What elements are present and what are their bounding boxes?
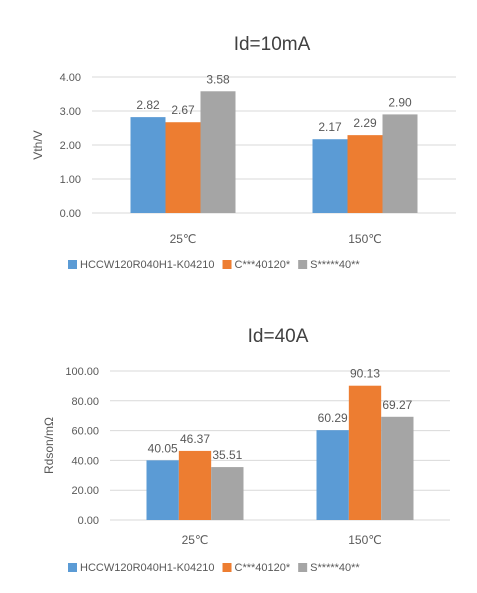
legend-swatch [68,563,77,572]
y-tick-label: 0.00 [60,208,81,220]
bar [178,450,212,520]
bar-value-label: 90.13 [350,367,380,381]
legend-label: HCCW120R040H1-K04210 [80,259,215,271]
y-axis-label: Rdson/mΩ [42,417,56,474]
legend-swatch [298,260,308,269]
y-tick-label: 60.00 [71,426,99,438]
bar [316,430,349,520]
y-tick-label: 0.00 [78,515,99,527]
bar-value-label: 46.37 [180,432,210,446]
vth-chart: Id=10mA 0.00 1.00 2.00 3.00 4.00 Vth/V 2.82 2.67… [31,34,456,271]
bar-value-label: 2.29 [353,116,377,130]
y-tick-label: 40.00 [71,455,99,467]
bar-value-label: 40.05 [148,441,178,455]
bar-value-label: 3.58 [206,72,230,86]
bar [381,416,414,520]
y-tick-label: 20.00 [71,485,99,497]
bar-value-label: 2.82 [136,98,160,112]
x-tick-label: 150℃ [348,232,382,246]
legend-swatch [298,563,308,572]
bar-value-label: 2.17 [318,120,342,134]
legend-label: HCCW120R040H1-K04210 [80,562,215,574]
x-tick-label: 25℃ [170,232,197,246]
bar [312,139,348,213]
y-tick-label: 3.00 [60,106,81,118]
bar-value-label: 2.90 [388,95,412,109]
bar-value-label: 2.67 [171,103,195,117]
bar [165,122,201,213]
bar-value-label: 35.51 [212,448,242,462]
bar [146,460,179,520]
legend-label: C***40120* [235,562,291,574]
y-tick-label: 1.00 [60,174,81,186]
chart-title: Id=40A [248,326,309,347]
bar-value-label: 69.27 [382,398,412,412]
bar [347,135,383,213]
y-tick-label: 80.00 [71,396,99,408]
legend-label: C***40120* [235,259,291,271]
bar-value-label: 60.29 [318,411,348,425]
y-tick-label: 100.00 [65,366,99,378]
rdson-chart: Id=40A 0.00 20.00 40.00 60.00 80.00 100.00 Rdso… [42,326,450,574]
bar [130,117,166,213]
y-tick-label: 2.00 [60,140,81,152]
chart-title: Id=10mA [234,34,311,55]
bar [382,114,418,213]
bar [211,467,244,520]
legend-swatch [222,260,232,269]
x-tick-label: 25℃ [182,533,209,547]
bar [348,385,382,520]
x-tick-label: 150℃ [348,533,382,547]
legend-swatch [222,563,232,572]
legend-label: S*****40** [310,259,360,271]
legend-swatch [68,260,77,269]
y-tick-label: 4.00 [60,72,81,84]
legend-label: S*****40** [310,562,360,574]
bar [200,91,236,213]
y-axis-label: Vth/V [31,130,45,159]
